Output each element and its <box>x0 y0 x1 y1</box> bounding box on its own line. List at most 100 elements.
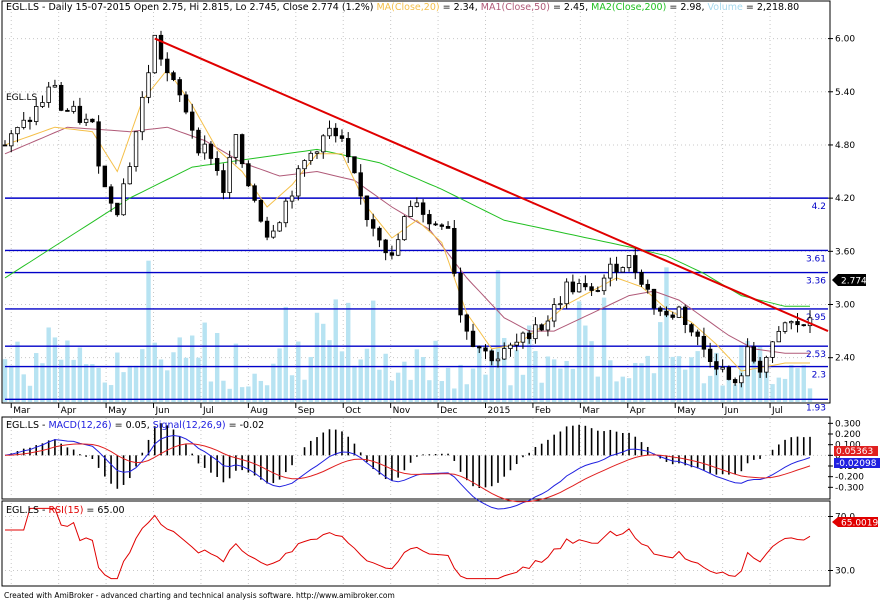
volume-bar <box>477 347 482 402</box>
volume-bar <box>795 368 800 402</box>
candle-body <box>196 129 201 154</box>
volume-bar <box>133 365 139 402</box>
volume-bar <box>526 325 532 402</box>
candle-body <box>795 321 800 326</box>
candle-body <box>252 185 257 201</box>
candle-body <box>764 357 769 373</box>
candle-body <box>670 314 675 318</box>
ma50-line <box>4 126 810 354</box>
macd-last-badge: 0.05363 <box>834 446 878 457</box>
candle-body <box>720 367 725 370</box>
candle-body <box>757 360 763 373</box>
candle-body <box>458 272 463 316</box>
x-tick-label: Mar <box>13 406 30 416</box>
volume-bar <box>289 375 295 402</box>
candle-body <box>183 94 189 113</box>
volume-bar <box>551 359 557 402</box>
svg-text:-0.02098: -0.02098 <box>836 459 877 469</box>
candle-body <box>21 119 26 128</box>
x-tick-label: Mar <box>582 406 599 416</box>
macd-y-tick-label: -0.200 <box>835 473 864 483</box>
candle-body <box>208 143 214 159</box>
candle-body <box>302 160 307 170</box>
candle-body <box>271 230 276 238</box>
candle-body <box>595 290 601 292</box>
volume-bar <box>458 364 463 402</box>
candle-body <box>645 283 650 290</box>
volume-bar <box>564 360 569 402</box>
volume-bar <box>589 341 594 402</box>
last-price-badge: 2.774 <box>832 274 867 287</box>
volume-bar <box>714 352 719 402</box>
candle-body <box>9 133 14 147</box>
candle-body <box>739 375 744 384</box>
x-tick-label: Sep <box>298 406 315 416</box>
candle-body <box>414 202 420 207</box>
volume-bar <box>102 382 108 402</box>
volume-bar <box>58 359 64 402</box>
volume-bar <box>108 385 114 402</box>
candle-body <box>146 72 151 98</box>
candle-body <box>695 331 700 337</box>
volume-bar <box>776 377 781 402</box>
candle-body <box>651 288 657 309</box>
candle-body <box>171 72 176 80</box>
candle-body <box>258 199 264 222</box>
candle-body <box>108 186 114 204</box>
volume-bar <box>233 343 239 402</box>
candle-body <box>726 367 732 380</box>
volume-bar <box>689 357 694 402</box>
volume-bar <box>782 378 788 402</box>
volume-bar <box>508 385 513 402</box>
macd-y-tick-label: 0.100 <box>835 441 861 451</box>
volume-bar <box>246 386 251 402</box>
candle-body <box>551 304 557 322</box>
volume-bar <box>489 349 494 402</box>
volume-bar <box>614 381 619 402</box>
candle-body <box>470 330 476 348</box>
candle-body <box>433 223 438 226</box>
candle-body <box>395 239 401 256</box>
volume-bar <box>502 337 507 402</box>
volume-bar <box>146 260 151 402</box>
candle-body <box>339 135 345 139</box>
volume-bar <box>583 325 588 402</box>
price-panel-frame <box>1 0 831 404</box>
x-axis-labels: Mar Apr May Jun Jul Aug Sep Oct Nov Dec 2015 Feb Mar… <box>10 403 783 416</box>
y-tick-label: 4.80 <box>835 141 855 151</box>
volume-bar <box>633 362 638 402</box>
volume-bar <box>789 365 794 402</box>
x-tick-label: Feb <box>535 406 551 416</box>
candle-body <box>190 111 195 131</box>
candle-body <box>308 152 313 161</box>
candle-body <box>377 227 382 241</box>
volume-bar <box>601 297 607 402</box>
footer-credit: Created with AmiBroker - advanced charti… <box>4 591 395 600</box>
x-tick-label: 2015 <box>488 406 511 416</box>
candle-body <box>658 307 663 312</box>
candle-body <box>526 332 532 340</box>
candle-body <box>370 219 376 229</box>
level-label: 3.36 <box>806 277 826 287</box>
candle-body <box>558 303 563 306</box>
candle-body <box>239 134 245 165</box>
volume-bar <box>720 385 725 402</box>
volume-bar <box>707 375 713 402</box>
x-tick-label: May <box>108 406 127 416</box>
candle-body <box>732 379 738 384</box>
volume-bar <box>395 372 401 402</box>
volume-bar <box>726 371 732 402</box>
volume-bar <box>377 369 382 402</box>
candle-body <box>539 324 544 331</box>
volume-bar <box>83 364 89 402</box>
volume-bar <box>140 349 145 402</box>
price-symbol-label: EGL.LS <box>6 93 38 103</box>
candle-body <box>202 143 207 154</box>
candle-body <box>495 358 501 362</box>
candle-body <box>133 131 139 168</box>
volume-bar <box>483 374 488 402</box>
volume-bar <box>420 357 426 402</box>
volume-bar <box>214 332 220 402</box>
candle-body <box>233 134 239 158</box>
candle-body <box>782 322 788 332</box>
